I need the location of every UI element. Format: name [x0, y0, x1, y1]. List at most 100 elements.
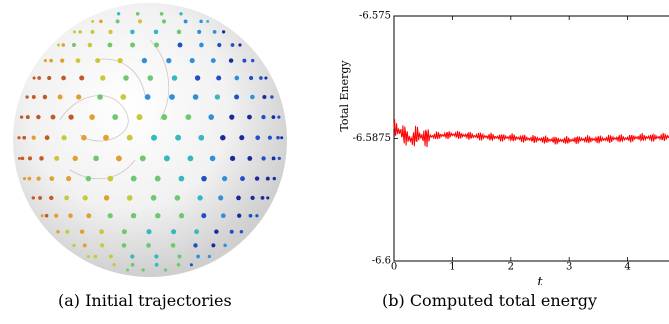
particle-dot	[276, 135, 280, 140]
particle-dot	[38, 195, 43, 200]
particle-dot	[271, 115, 276, 119]
particle-dot	[81, 134, 87, 141]
particle-dot	[229, 229, 234, 234]
particle-dot	[239, 135, 245, 141]
particle-dot	[171, 229, 177, 235]
particle-dot	[221, 30, 226, 34]
particle-dot	[25, 95, 29, 99]
particle-dot	[196, 254, 200, 259]
particle-dot	[61, 43, 66, 47]
particle-dot	[254, 176, 260, 181]
particle-dot	[194, 75, 201, 81]
particle-dot	[50, 114, 56, 120]
particle-dot	[71, 42, 77, 48]
sphere-surface	[13, 3, 287, 277]
particle-dot	[99, 229, 104, 235]
particle-dot	[239, 229, 244, 234]
particle-dot	[171, 75, 178, 81]
particle-dot	[271, 156, 276, 161]
particle-dot	[175, 134, 182, 141]
particle-dot	[91, 19, 95, 23]
particle-dot	[82, 195, 88, 201]
particle-dot	[267, 135, 272, 140]
particle-dot	[42, 94, 48, 100]
particle-dot	[250, 195, 255, 201]
particle-dot	[238, 43, 242, 47]
x-tick-label: 0	[391, 261, 397, 272]
particle-dot	[61, 135, 67, 141]
particle-dot	[154, 175, 161, 182]
particle-dot	[39, 156, 44, 161]
particle-dot	[277, 156, 281, 161]
particle-dot	[107, 42, 113, 48]
particle-dot	[163, 155, 170, 162]
particle-dot	[146, 229, 152, 235]
x-tick-label: 4	[624, 261, 630, 272]
particle-dot	[178, 175, 185, 182]
particle-dot	[201, 175, 207, 182]
particle-dot	[216, 75, 222, 81]
y-tick-labels: -6.575 -6.5875 -6.6	[353, 11, 391, 267]
particle-dot	[31, 135, 36, 140]
particle-dot	[56, 230, 60, 234]
particle-dot	[20, 156, 25, 161]
particle-dot	[130, 254, 135, 259]
particle-dot	[201, 213, 207, 219]
particle-dot	[154, 254, 159, 259]
particle-dot	[93, 254, 98, 259]
particle-dot	[177, 42, 183, 48]
particle-dot	[89, 114, 95, 120]
particle-dot	[49, 176, 55, 181]
particle-dot	[229, 114, 235, 120]
particle-dot	[194, 229, 200, 235]
particle-dot	[130, 262, 135, 267]
particle-dot	[206, 19, 210, 23]
axis-ticks	[393, 15, 629, 262]
particle-dot	[27, 156, 33, 161]
particle-dot	[261, 156, 266, 161]
particle-dot	[211, 243, 216, 248]
particle-dot	[198, 134, 205, 141]
particle-dot	[228, 58, 234, 63]
particle-dot	[161, 19, 167, 24]
caption-computed-total-energy: (b) Computed total energy	[382, 291, 598, 310]
particle-dot	[154, 262, 159, 267]
particle-dot	[99, 243, 105, 248]
particle-dot	[49, 195, 54, 201]
particle-dot	[208, 114, 214, 120]
particle-dot	[183, 19, 188, 24]
particle-dot	[147, 75, 154, 81]
particle-dot	[44, 135, 50, 141]
particle-dot	[221, 175, 228, 182]
particle-dot	[17, 156, 21, 160]
particle-dot	[193, 243, 198, 248]
particle-dot	[40, 214, 44, 218]
particle-dot	[259, 76, 263, 80]
particle-dot	[150, 195, 157, 201]
particle-dot	[155, 212, 161, 219]
particle-dot	[87, 42, 93, 48]
particle-dot	[103, 134, 109, 141]
particle-dot	[159, 11, 164, 16]
particle-dot	[185, 114, 192, 121]
particle-dot	[108, 29, 113, 35]
particle-dot	[99, 19, 103, 24]
particle-dot	[126, 134, 133, 141]
particle-dot	[135, 11, 140, 16]
particle-dot	[115, 155, 122, 162]
particle-dot	[97, 94, 103, 100]
particle-dot	[79, 75, 85, 81]
particle-dot	[151, 134, 157, 141]
particle-dot	[264, 76, 268, 80]
particle-dot	[78, 30, 82, 34]
particle-dot	[19, 115, 24, 119]
particle-dot	[266, 196, 270, 200]
particle-dot	[85, 175, 92, 182]
particle-dot	[255, 214, 259, 218]
particle-dot	[130, 42, 136, 48]
caption-initial-trajectories: (a) Initial trajectories	[58, 291, 232, 310]
particle-dot	[130, 29, 135, 35]
particle-dot	[93, 155, 99, 162]
particle-dot	[217, 42, 222, 48]
particle-dot	[121, 243, 127, 248]
